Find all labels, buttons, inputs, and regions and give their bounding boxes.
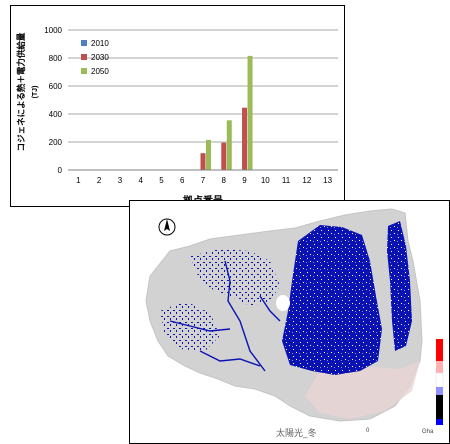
map-panel: 太陽光_冬 0 Gha <box>129 200 450 444</box>
x-tick-label: 3 <box>118 176 123 185</box>
x-tick-label: 12 <box>302 176 311 185</box>
coverage-coast <box>387 221 412 351</box>
bar-2030-7 <box>200 153 206 170</box>
y-tick-label: 600 <box>49 82 63 91</box>
colorbar <box>435 339 444 425</box>
y-tick-label: 0 <box>58 166 63 175</box>
y-tick-label: 200 <box>49 138 63 147</box>
bar-2050-8 <box>226 120 232 170</box>
coverage-west <box>190 249 280 306</box>
bar-2030-8 <box>221 142 227 170</box>
x-tick-label: 13 <box>323 176 332 185</box>
x-tick-label: 11 <box>282 176 291 185</box>
y-tick-labels: 0 200 400 600 800 1000 <box>44 26 62 175</box>
map-figure <box>145 208 444 425</box>
legend-swatch <box>81 68 87 74</box>
bar-2050-7 <box>206 139 211 170</box>
north-arrow-icon <box>158 218 176 236</box>
y-tick-label: 1000 <box>44 26 62 35</box>
x-tick-label: 1 <box>76 176 81 185</box>
legend: 2010 2030 2050 <box>81 39 109 76</box>
y-axis-unit: (TJ) <box>32 86 39 99</box>
scale-unit: Gha <box>422 429 434 435</box>
bar-2050-9 <box>247 55 253 170</box>
x-tick-label: 6 <box>180 176 185 185</box>
y-axis-label: コジェネによる熱＋電力供給量 <box>16 32 26 151</box>
bars <box>200 55 253 170</box>
bar-2030-9 <box>242 107 248 170</box>
legend-label: 2030 <box>91 53 109 62</box>
river-lines <box>169 260 281 372</box>
legend-swatch <box>81 54 87 60</box>
x-tick-label: 9 <box>242 176 247 185</box>
x-tick-label: 4 <box>138 176 143 185</box>
chart-panel: 0 200 400 600 800 1000 1 2 3 4 5 6 7 8 9 10 11 12 13 2010… <box>10 5 345 207</box>
lake <box>276 295 290 311</box>
scale-mark: 0 <box>366 428 370 434</box>
x-tick-label: 10 <box>261 176 270 185</box>
x-tick-label: 5 <box>159 176 164 185</box>
land-tint <box>305 361 420 419</box>
x-tick-label: 8 <box>222 176 227 185</box>
map-caption: 太陽光_冬 <box>276 429 317 439</box>
x-tick-label: 2 <box>97 176 102 185</box>
y-tick-label: 400 <box>49 110 63 119</box>
x-tick-labels: 1 2 3 4 5 6 7 8 9 10 11 12 13 <box>76 176 332 185</box>
legend-swatch <box>81 40 87 46</box>
x-tick-label: 7 <box>201 176 206 185</box>
y-tick-label: 800 <box>49 54 63 63</box>
gridlines <box>68 29 338 143</box>
legend-label: 2010 <box>91 39 109 48</box>
coverage-east <box>282 225 382 375</box>
legend-label: 2050 <box>91 67 109 76</box>
